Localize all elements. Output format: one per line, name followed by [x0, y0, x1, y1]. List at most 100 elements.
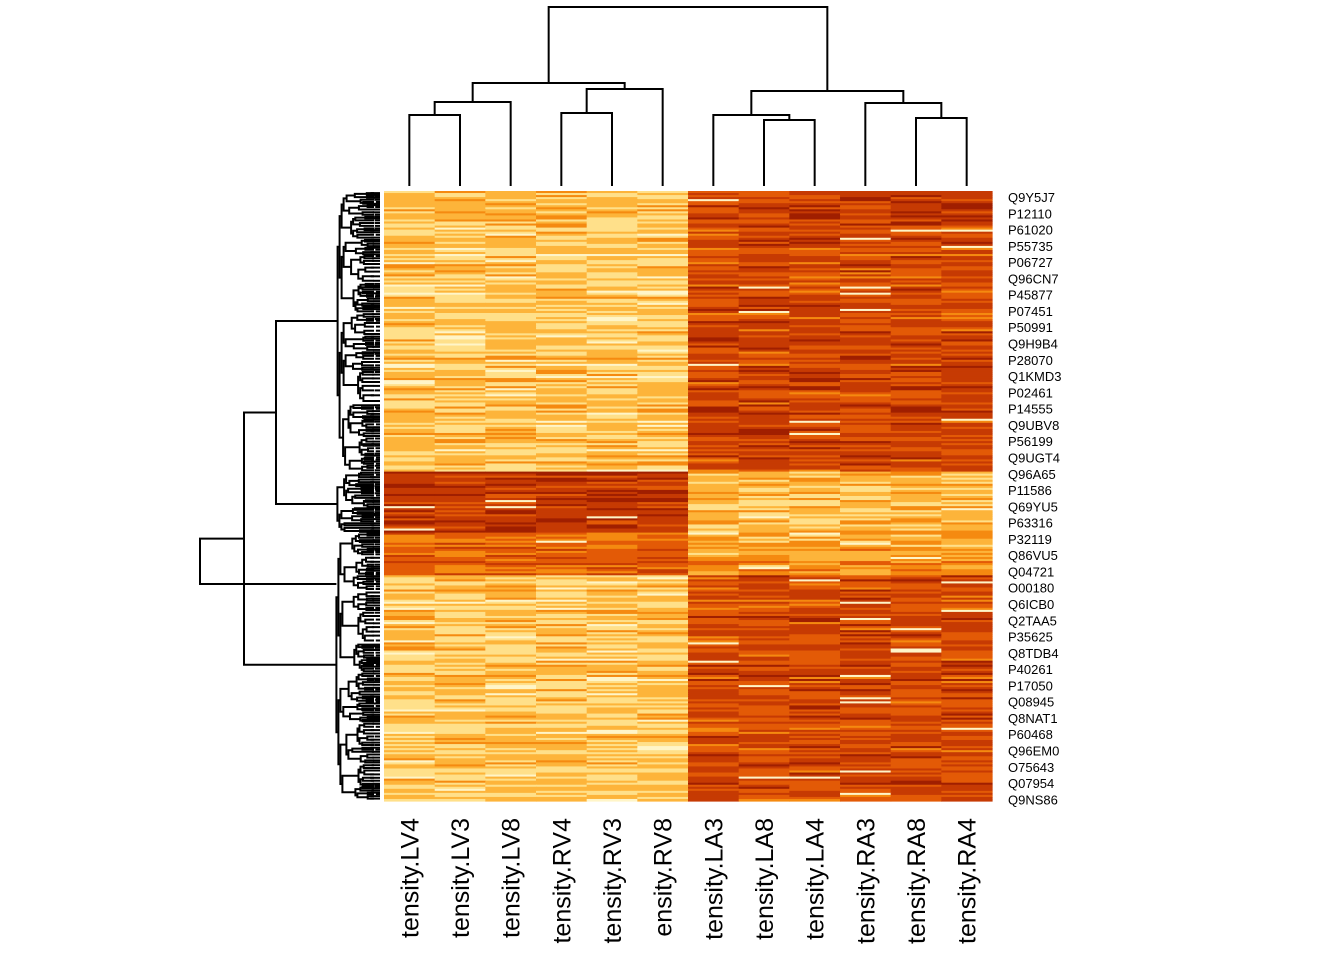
heatmap-cell — [688, 398, 740, 402]
heatmap-cell — [485, 313, 537, 316]
heatmap-cell — [840, 599, 892, 603]
heatmap-cell — [840, 191, 892, 194]
heatmap-cell — [738, 554, 790, 558]
heatmap-cell — [789, 378, 841, 381]
heatmap-cell — [890, 652, 942, 656]
heatmap-cell — [738, 227, 790, 231]
heatmap-cell — [789, 538, 841, 542]
heatmap-cell — [738, 656, 790, 660]
heatmap-cell — [688, 672, 740, 676]
heatmap-cell — [586, 780, 638, 784]
heatmap-cell — [840, 506, 892, 509]
row-label: P11586 — [1008, 483, 1052, 498]
heatmap-cell — [941, 465, 993, 469]
heatmap-cell — [840, 750, 892, 753]
heatmap-cell — [434, 650, 486, 654]
heatmap-cell — [586, 699, 638, 702]
heatmap-cell — [840, 443, 892, 446]
heatmap-cell — [434, 508, 486, 511]
dendro-link — [361, 514, 374, 519]
heatmap-cell — [637, 597, 689, 601]
heatmap-cell — [941, 567, 993, 570]
heatmap-cell — [536, 345, 588, 349]
heatmap-cell — [840, 581, 892, 585]
heatmap-cell — [941, 687, 993, 690]
heatmap-cell — [890, 382, 942, 385]
heatmap-cell — [384, 733, 436, 737]
heatmap-cell — [688, 376, 740, 379]
heatmap-cell — [637, 713, 689, 717]
heatmap-cell — [890, 447, 942, 450]
heatmap-cell — [738, 597, 790, 601]
heatmap-cell — [738, 398, 790, 402]
heatmap-cell — [536, 504, 588, 507]
heatmap-cell — [941, 475, 993, 479]
heatmap-cell — [840, 502, 892, 505]
heatmap-cell — [536, 756, 588, 759]
heatmap-cell — [485, 394, 537, 397]
heatmap-cell — [485, 217, 537, 221]
heatmap-cell — [637, 435, 689, 438]
heatmap-cell — [890, 491, 942, 495]
heatmap-cell — [789, 477, 841, 481]
heatmap-cell — [840, 559, 892, 562]
heatmap-cell — [485, 695, 537, 698]
heatmap-cell — [536, 676, 588, 680]
heatmap-cell — [485, 508, 537, 511]
heatmap-cell — [688, 776, 740, 780]
heatmap-cell — [688, 788, 740, 792]
heatmap-cell — [738, 231, 790, 235]
heatmap-cell — [536, 290, 588, 294]
heatmap-cell — [941, 764, 993, 768]
heatmap-cell — [536, 622, 588, 625]
heatmap-cell — [688, 752, 740, 755]
heatmap-cell — [738, 274, 790, 277]
heatmap-cell — [384, 205, 436, 208]
heatmap-cell — [738, 750, 790, 753]
heatmap-cell — [789, 772, 841, 776]
heatmap-cell — [485, 758, 537, 761]
heatmap-cell — [789, 412, 841, 416]
heatmap-cell — [840, 286, 892, 290]
heatmap-cell — [536, 447, 588, 450]
heatmap-cell — [890, 396, 942, 399]
heatmap-cell — [890, 498, 942, 501]
heatmap-cell — [637, 522, 689, 526]
heatmap-cell — [789, 620, 841, 623]
heatmap-cell — [941, 666, 993, 670]
heatmap-cell — [637, 406, 689, 410]
heatmap-cell — [434, 721, 486, 725]
dendro-link — [358, 660, 362, 669]
heatmap-cell — [536, 404, 588, 408]
heatmap-cell — [586, 595, 638, 599]
heatmap-cell — [840, 412, 892, 416]
heatmap-cell — [434, 353, 486, 357]
heatmap-cell — [384, 597, 436, 601]
heatmap-cell — [840, 577, 892, 580]
heatmap-cell — [688, 447, 740, 450]
heatmap-cell — [890, 258, 942, 261]
heatmap-cell — [536, 339, 588, 343]
heatmap-cell — [890, 504, 942, 507]
heatmap-cell — [789, 721, 841, 725]
heatmap-cell — [384, 306, 436, 310]
heatmap-cell — [688, 620, 740, 623]
heatmap-cell — [890, 650, 942, 654]
heatmap-cell — [688, 737, 740, 741]
heatmap-cell — [738, 223, 790, 227]
heatmap-cell — [840, 613, 892, 617]
heatmap-cell — [384, 670, 436, 674]
heatmap-cell — [941, 796, 993, 800]
heatmap-cell — [738, 518, 790, 521]
heatmap-cell — [637, 770, 689, 774]
heatmap-cell — [485, 766, 537, 770]
heatmap-cell — [384, 473, 436, 477]
heatmap-cell — [688, 481, 740, 485]
heatmap-cell — [890, 294, 942, 298]
heatmap-cell — [637, 412, 689, 416]
heatmap-cell — [890, 479, 942, 483]
heatmap-cell — [941, 355, 993, 359]
heatmap-cell — [434, 365, 486, 369]
heatmap-cell — [384, 603, 436, 607]
heatmap-cell — [738, 674, 790, 678]
